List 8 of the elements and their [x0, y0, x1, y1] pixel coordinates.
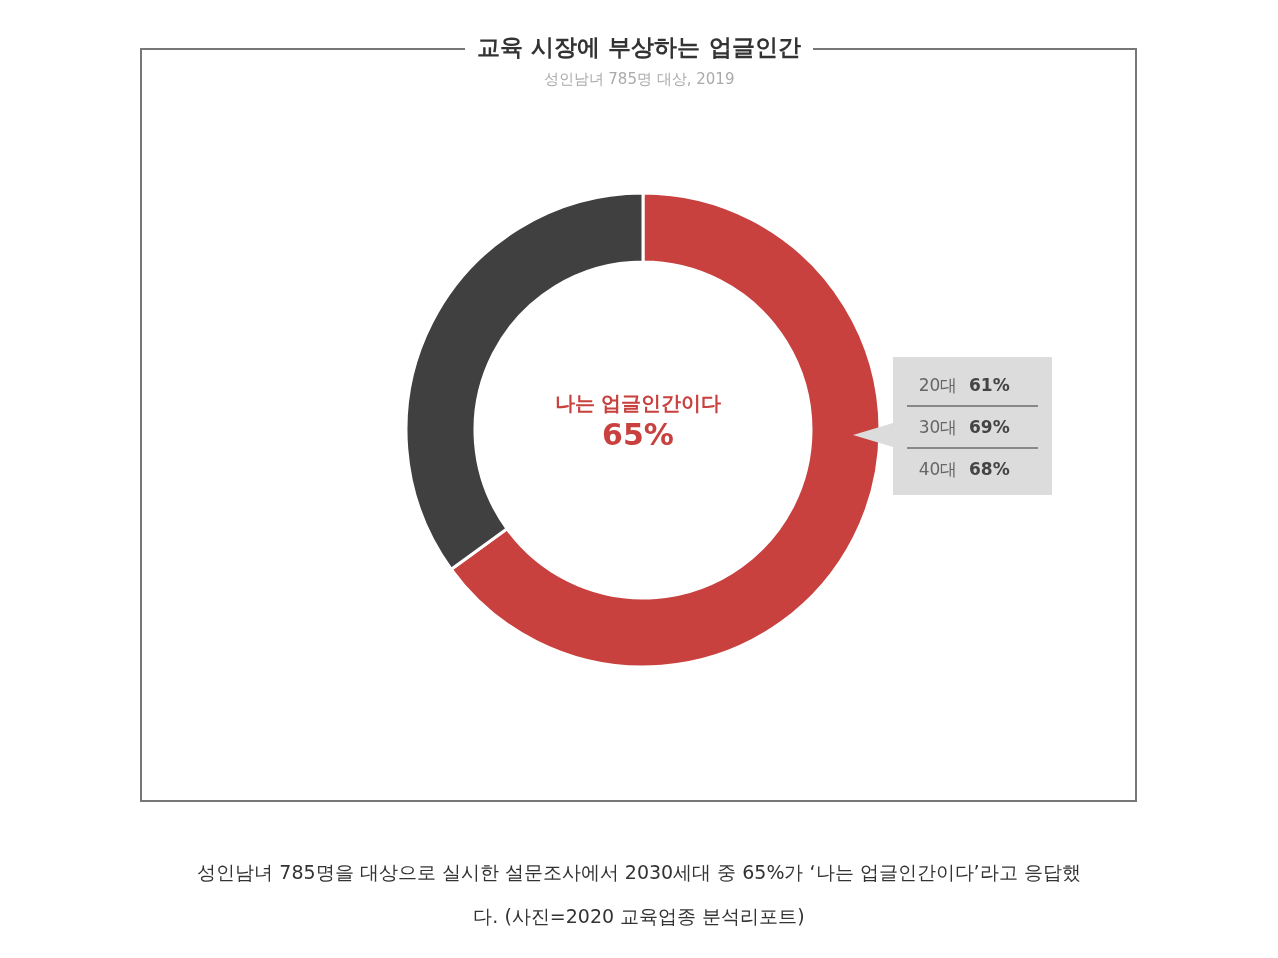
text: 20대 61% — [917, 373, 1010, 397]
text: 성인남녀 785명을 대상으로 실시한 설문조사에서 2030세대 중 65%가 ‘나는 업글인간이다’라고 응답했다. (사진=2020 교육업종 분석리포트) — [196, 860, 1082, 929]
chart-title: 교육 시장에 부상하는 업글인간 — [465, 34, 813, 60]
chart-subtitle: 성인남녀 785명 대상, 2019 — [542, 70, 736, 89]
text: 30대 69% — [917, 415, 1010, 439]
text: 40대 68% — [917, 457, 1010, 481]
data-label: 65% — [601, 417, 675, 452]
slice-label: 나는 업글인간이다 — [553, 390, 723, 417]
